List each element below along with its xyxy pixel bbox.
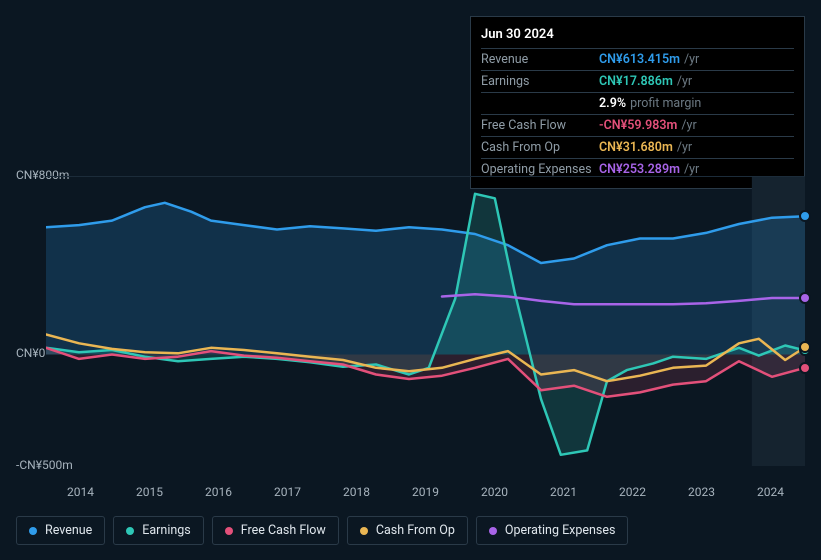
finance-chart-root: Jun 30 2024 RevenueCN¥613.415m/yrEarning…: [0, 0, 821, 560]
tooltip-row-label: Revenue: [481, 52, 599, 67]
tooltip-row-suffix: /yr: [677, 140, 692, 155]
legend-item[interactable]: Free Cash Flow: [212, 516, 339, 545]
x-axis: 2014201520162017201820192020202120222023…: [46, 485, 805, 503]
legend-label: Revenue: [45, 523, 92, 538]
tooltip-row-suffix: profit margin: [630, 96, 701, 111]
x-axis-tick-label: 2015: [115, 485, 184, 503]
tooltip-row-suffix: /yr: [681, 118, 696, 133]
tooltip-row-label: [481, 96, 599, 111]
tooltip-row-label: Free Cash Flow: [481, 118, 599, 133]
legend-label: Earnings: [142, 523, 190, 538]
x-axis-tick-label: 2014: [46, 485, 115, 503]
series-end-dot: [799, 362, 811, 374]
x-axis-tick-label: 2020: [460, 485, 529, 503]
plot-region[interactable]: [46, 176, 805, 466]
legend: Revenue Earnings Free Cash Flow Cash From O…: [16, 516, 628, 545]
x-axis-tick-label: 2018: [322, 485, 391, 503]
legend-label: Cash From Op: [376, 523, 455, 538]
legend-dot-icon: [360, 527, 368, 535]
tooltip-row-suffix: /yr: [684, 52, 699, 67]
legend-item[interactable]: Cash From Op: [347, 516, 468, 545]
tooltip-row-label: Cash From Op: [481, 140, 599, 155]
x-axis-tick-label: 2019: [391, 485, 460, 503]
tooltip-row: RevenueCN¥613.415m/yr: [481, 48, 794, 70]
tooltip-row-value: CN¥613.415m/yr: [599, 52, 699, 67]
legend-dot-icon: [225, 527, 233, 535]
legend-item[interactable]: Earnings: [113, 516, 203, 545]
x-axis-tick-label: 2016: [184, 485, 253, 503]
plot-svg: [46, 176, 805, 466]
y-axis-tick-label: CN¥0: [16, 346, 45, 360]
tooltip-row: Cash From OpCN¥31.680m/yr: [481, 136, 794, 158]
tooltip-row-value: CN¥31.680m/yr: [599, 140, 692, 155]
chart-area: CN¥800mCN¥0-CN¥500m: [16, 160, 805, 480]
legend-dot-icon: [489, 527, 497, 535]
legend-label: Operating Expenses: [505, 523, 616, 538]
series-end-dot: [799, 292, 811, 304]
legend-dot-icon: [126, 527, 134, 535]
x-axis-tick-label: 2023: [667, 485, 736, 503]
legend-item[interactable]: Revenue: [16, 516, 105, 545]
legend-dot-icon: [29, 527, 37, 535]
tooltip-row-value: 2.9%profit margin: [599, 96, 701, 111]
x-axis-tick-label: 2021: [529, 485, 598, 503]
legend-item[interactable]: Operating Expenses: [476, 516, 629, 545]
series-end-dot: [799, 210, 811, 222]
x-axis-tick-label: 2024: [736, 485, 805, 503]
tooltip-row-value: -CN¥59.983m/yr: [599, 118, 697, 133]
tooltip-row-suffix: /yr: [677, 74, 692, 89]
x-axis-tick-label: 2017: [253, 485, 322, 503]
tooltip-date: Jun 30 2024: [481, 23, 794, 48]
legend-label: Free Cash Flow: [241, 523, 326, 538]
tooltip-row-value: CN¥17.886m/yr: [599, 74, 692, 89]
tooltip-row: Free Cash Flow-CN¥59.983m/yr: [481, 114, 794, 136]
x-axis-tick-label: 2022: [598, 485, 667, 503]
tooltip-row: 2.9%profit margin: [481, 92, 794, 114]
tooltip-row-label: Earnings: [481, 74, 599, 89]
tooltip-row: EarningsCN¥17.886m/yr: [481, 70, 794, 92]
